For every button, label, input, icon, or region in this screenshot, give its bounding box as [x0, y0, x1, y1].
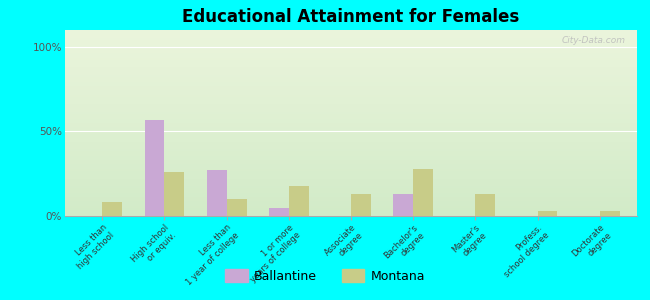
Bar — [538, 211, 558, 216]
Title: Educational Attainment for Females: Educational Attainment for Females — [183, 8, 519, 26]
Bar — [413, 169, 433, 216]
Text: City-Data.com: City-Data.com — [562, 36, 625, 45]
Bar — [227, 199, 246, 216]
Bar — [207, 170, 227, 216]
Bar — [144, 120, 164, 216]
Bar — [269, 208, 289, 216]
Bar — [289, 186, 309, 216]
Bar — [600, 211, 619, 216]
Bar — [351, 194, 371, 216]
Bar — [102, 202, 122, 216]
Legend: Ballantine, Montana: Ballantine, Montana — [220, 264, 430, 288]
Bar — [164, 172, 185, 216]
Bar — [475, 194, 495, 216]
Bar — [393, 194, 413, 216]
